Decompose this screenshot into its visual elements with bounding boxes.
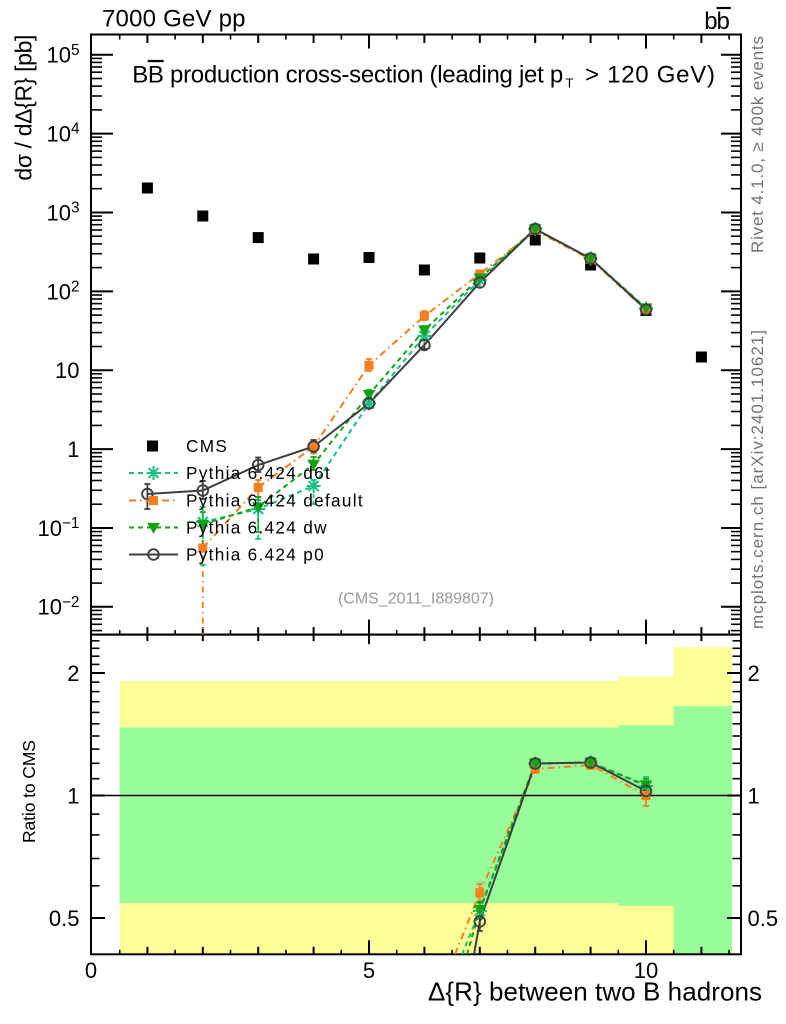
- svg-text:CMS: CMS: [186, 436, 228, 456]
- svg-text:Pythia 6.424 p0: Pythia 6.424 p0: [186, 545, 325, 565]
- svg-text:5: 5: [363, 958, 375, 983]
- svg-text:1: 1: [748, 783, 760, 808]
- svg-text:dσ / dΔ{R} [pb]: dσ / dΔ{R} [pb]: [11, 35, 37, 181]
- svg-text:10: 10: [634, 958, 658, 983]
- svg-text:Δ{R} between two B hadrons: Δ{R} between two B hadrons: [428, 977, 762, 1007]
- svg-text:2: 2: [67, 661, 79, 686]
- svg-text:Pythia 6.424 d6t: Pythia 6.424 d6t: [186, 463, 331, 483]
- svg-text:bb: bb: [704, 8, 730, 35]
- svg-text:10: 10: [55, 358, 79, 383]
- svg-text:Ratio to CMS: Ratio to CMS: [19, 740, 39, 843]
- svg-text:Pythia 6.424 dw: Pythia 6.424 dw: [186, 518, 328, 538]
- svg-text:Rivet 4.1.0, ≥ 400k events: Rivet 4.1.0, ≥ 400k events: [748, 36, 767, 253]
- svg-text:mcplots.cern.ch [arXiv:2401.10: mcplots.cern.ch [arXiv:2401.10621]: [748, 330, 767, 629]
- svg-text:1: 1: [67, 783, 79, 808]
- svg-text:T: T: [566, 76, 574, 91]
- svg-text:7000 GeV pp: 7000 GeV pp: [102, 6, 246, 33]
- svg-text:BB production cross-section (l: BB production cross-section (leading jet…: [132, 62, 563, 89]
- svg-text:0.5: 0.5: [748, 906, 779, 931]
- svg-text:0.5: 0.5: [49, 906, 80, 931]
- svg-text:> 120 GeV): > 120 GeV): [585, 62, 715, 89]
- svg-text:0: 0: [85, 958, 97, 983]
- svg-text:1: 1: [67, 437, 79, 462]
- svg-text:(CMS_2011_I889807): (CMS_2011_I889807): [338, 591, 494, 608]
- svg-text:2: 2: [748, 661, 760, 686]
- svg-text:Pythia 6.424 default: Pythia 6.424 default: [186, 491, 364, 511]
